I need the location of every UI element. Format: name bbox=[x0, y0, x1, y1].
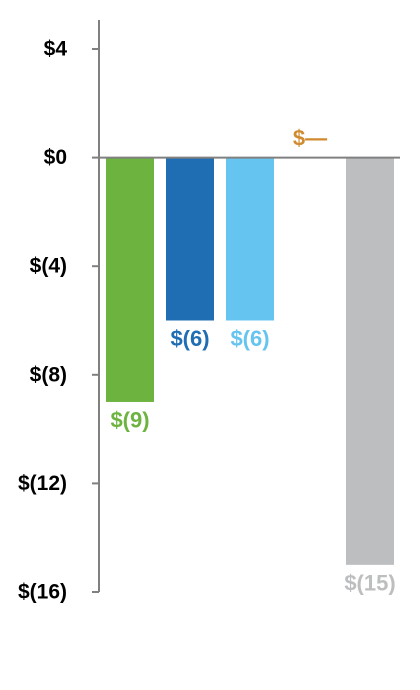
y-tick-label: $(12) bbox=[18, 472, 67, 495]
data-label-5: $(15) bbox=[344, 570, 395, 595]
data-label-2: $(6) bbox=[170, 326, 209, 351]
axes-layer bbox=[98, 20, 400, 592]
bar-1 bbox=[106, 157, 154, 402]
y-tick-label: $0 bbox=[44, 146, 67, 169]
y-tick-label: $(4) bbox=[30, 255, 67, 278]
y-tick-label: $(8) bbox=[30, 363, 67, 386]
data-label-1: $(9) bbox=[110, 407, 149, 432]
bar-2 bbox=[166, 157, 214, 321]
y-tick-label: $4 bbox=[44, 38, 68, 61]
bar-3 bbox=[226, 157, 274, 321]
data-label-4: $— bbox=[293, 126, 327, 151]
bar-5 bbox=[346, 157, 394, 565]
data-labels-layer: $(9) $(6) $(6) $— $(15) bbox=[110, 126, 395, 596]
bars-layer bbox=[106, 157, 394, 565]
data-label-3: $(6) bbox=[230, 326, 269, 351]
y-ticks-layer: $4 $0 $(4) $(8) $(12) $(16) bbox=[18, 38, 99, 604]
y-tick-label: $(16) bbox=[18, 581, 67, 604]
